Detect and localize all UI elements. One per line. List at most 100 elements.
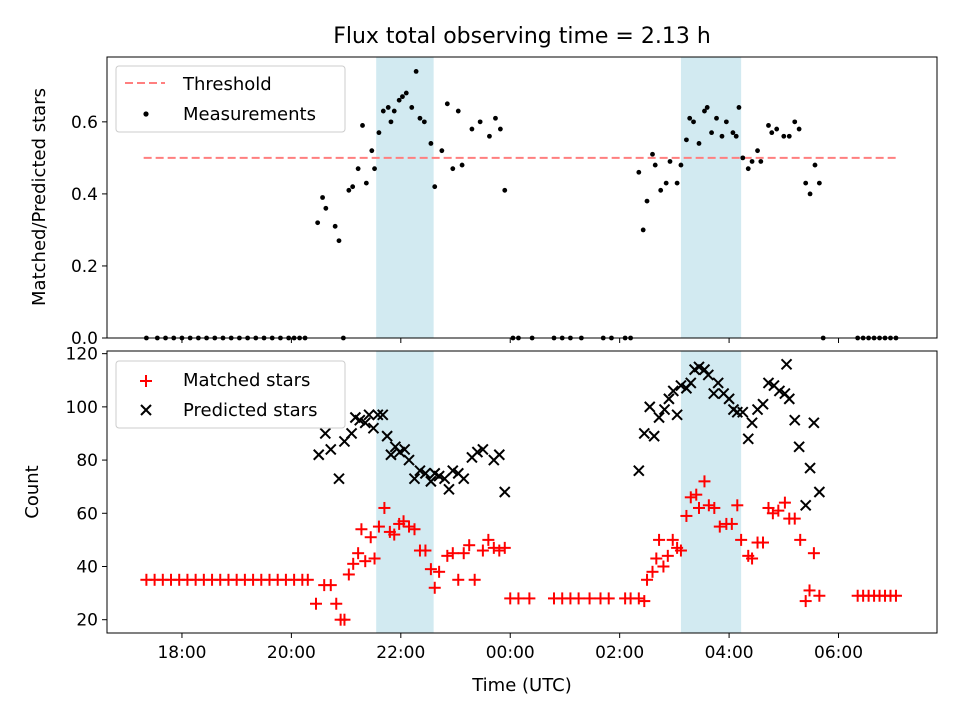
predicted-stars-point [313, 449, 325, 461]
matched-stars-point [803, 584, 816, 597]
y-tick-label: 0.2 [71, 257, 98, 277]
measurements-point [730, 130, 736, 136]
measurements-point [380, 108, 386, 114]
measurements-point [400, 94, 405, 100]
matched-stars-point [493, 544, 506, 557]
matched-stars-point [419, 544, 432, 557]
predicted-stars-point [783, 393, 795, 405]
predicted-stars-point [354, 414, 366, 426]
predicted-stars-point [746, 417, 758, 429]
measurements-point [459, 162, 465, 168]
predicted-stars-point [648, 430, 660, 442]
matched-stars-point [632, 592, 645, 605]
measurements-point [786, 133, 792, 139]
matched-stars-point [674, 544, 687, 557]
matched-stars-point [650, 552, 663, 565]
matched-stars-point [602, 592, 615, 605]
measurements-point [432, 184, 438, 190]
measurements-point [323, 205, 329, 211]
measurements-point [714, 115, 719, 121]
predicted-stars-point [377, 409, 389, 421]
measurements-point [487, 133, 492, 139]
matched-stars-point [799, 595, 812, 608]
predicted-stars-point [372, 409, 384, 421]
measurements-point [812, 162, 818, 168]
measurements-point [807, 191, 813, 197]
predicted-stars-point [414, 465, 426, 477]
matched-stars-point [403, 520, 416, 533]
predicted-stars-point [398, 443, 411, 456]
legend-matched-label: Matched stars [183, 370, 310, 391]
predicted-stars-point [333, 472, 345, 485]
measurements-point [723, 119, 729, 125]
measurements-point [658, 187, 664, 193]
predicted-stars-point [359, 417, 371, 429]
matched-stars-point [441, 549, 454, 562]
predicted-stars-point [644, 401, 656, 413]
measurements-point [650, 151, 655, 157]
matched-stars-point [702, 499, 715, 512]
measurements-point [439, 148, 445, 154]
matched-stars-point [788, 512, 801, 525]
measurements-point [346, 187, 352, 193]
measurements-point [376, 130, 382, 136]
matched-stars-point [355, 523, 368, 536]
measurements-point [355, 166, 361, 172]
predicted-stars-point [723, 393, 735, 405]
matched-stars-point [746, 552, 759, 565]
y-tick-label: 0.4 [71, 185, 98, 205]
x-tick-label: 00:00 [486, 643, 535, 663]
predicted-stars-point [433, 470, 445, 482]
measurements-point [792, 119, 798, 125]
measurements-point [444, 101, 450, 107]
measurements-point [372, 166, 377, 172]
top-y-axis-label: Matched/Predicted stars [29, 88, 50, 306]
top-panel-frame [106, 56, 938, 339]
shaded-interval-2 [680, 57, 742, 338]
predicted-stars-point [685, 377, 697, 389]
y-tick-label: 120 [66, 345, 98, 365]
measurements-point [502, 187, 508, 193]
measurements-point [736, 105, 742, 110]
measurements-point [493, 115, 498, 121]
matched-stars-point [338, 613, 351, 626]
matched-stars-point [446, 547, 459, 560]
matched-stars-point [482, 533, 495, 546]
measurements-point [388, 119, 394, 125]
matched-stars-point [342, 568, 355, 581]
predicted-stars-point [693, 361, 705, 373]
predicted-stars-point [638, 427, 650, 440]
matched-stars-point [638, 595, 651, 608]
matched-stars-point [372, 520, 385, 533]
matched-stars-point [452, 573, 465, 586]
matched-stars-point [653, 533, 666, 546]
predicted-stars-point [381, 430, 393, 442]
matched-stars-point [583, 592, 596, 605]
y-tick-label: 0.0 [71, 329, 98, 349]
predicted-stars-point [813, 486, 826, 498]
matched-stars-point [889, 589, 902, 602]
measurements-point [644, 198, 650, 204]
matched-stars-point [428, 581, 441, 594]
predicted-stars-point [698, 363, 711, 376]
predicted-stars-point [325, 443, 337, 456]
matched-stars-point [352, 547, 365, 560]
matched-stars-point [408, 523, 421, 536]
measurements-point [733, 133, 739, 139]
matched-stars-point [310, 597, 323, 610]
matched-stars-point [324, 579, 337, 592]
series-matched-stars [140, 475, 902, 626]
y-tick-label: 40 [76, 557, 98, 577]
measurements-point [667, 159, 673, 164]
x-tick-label: 06:00 [814, 643, 863, 663]
matched-stars-point [476, 544, 489, 557]
matched-stars-point [698, 475, 711, 488]
matched-stars-point [424, 563, 437, 576]
measurements-point [413, 69, 419, 74]
matched-stars-point [807, 547, 820, 560]
predicted-stars-point [742, 433, 754, 445]
predicted-stars-point [762, 377, 775, 389]
y-tick-label: 60 [76, 504, 98, 524]
measurements-point [687, 115, 693, 121]
matched-stars-point [735, 533, 748, 546]
